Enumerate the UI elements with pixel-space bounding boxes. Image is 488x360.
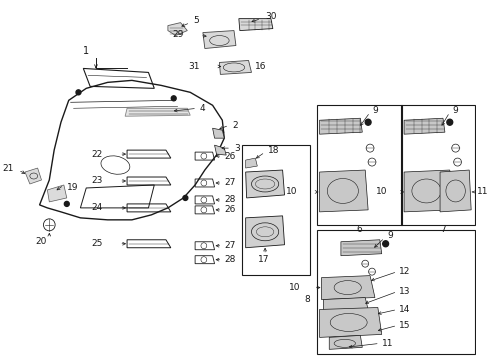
Text: 2: 2 — [232, 121, 237, 130]
Polygon shape — [340, 240, 381, 256]
Polygon shape — [319, 118, 362, 134]
Bar — [400, 105, 474, 225]
Polygon shape — [319, 170, 367, 212]
Text: 18: 18 — [267, 145, 279, 154]
Polygon shape — [319, 307, 381, 337]
Bar — [316, 230, 474, 354]
Text: 31: 31 — [188, 62, 200, 71]
Polygon shape — [25, 168, 41, 184]
Text: 8: 8 — [304, 295, 309, 304]
Circle shape — [64, 201, 69, 206]
Text: 28: 28 — [224, 255, 235, 264]
Text: 5: 5 — [193, 16, 199, 25]
Text: 21: 21 — [2, 163, 14, 172]
Polygon shape — [439, 170, 470, 212]
Circle shape — [446, 119, 452, 125]
Text: 11: 11 — [476, 188, 488, 197]
Text: 10: 10 — [285, 188, 297, 197]
Polygon shape — [125, 108, 190, 116]
Text: 29: 29 — [172, 30, 183, 39]
Text: 20: 20 — [36, 237, 47, 246]
Text: 16: 16 — [255, 62, 266, 71]
Polygon shape — [219, 60, 251, 75]
Polygon shape — [203, 31, 235, 49]
Text: 24: 24 — [91, 203, 102, 212]
Polygon shape — [214, 145, 226, 155]
Polygon shape — [321, 276, 374, 300]
Polygon shape — [167, 23, 187, 36]
Text: 26: 26 — [224, 152, 235, 161]
Text: 4: 4 — [200, 104, 205, 113]
Text: 9: 9 — [452, 106, 458, 115]
Text: 11: 11 — [381, 339, 392, 348]
Polygon shape — [238, 19, 272, 31]
Text: 30: 30 — [264, 12, 276, 21]
Polygon shape — [323, 298, 367, 311]
Polygon shape — [245, 216, 284, 248]
Text: 22: 22 — [91, 150, 102, 159]
Polygon shape — [245, 158, 257, 168]
Bar — [316, 105, 401, 225]
Text: 17: 17 — [258, 255, 269, 264]
Text: 27: 27 — [224, 179, 235, 188]
Circle shape — [183, 195, 187, 201]
Polygon shape — [47, 185, 67, 202]
Text: 25: 25 — [91, 239, 102, 248]
Polygon shape — [403, 170, 452, 212]
Text: 3: 3 — [234, 144, 239, 153]
Text: 13: 13 — [398, 287, 410, 296]
Text: 9: 9 — [387, 231, 392, 240]
Text: 15: 15 — [398, 321, 410, 330]
Text: 14: 14 — [398, 305, 410, 314]
Polygon shape — [212, 128, 224, 138]
Circle shape — [76, 90, 81, 95]
Polygon shape — [245, 170, 284, 198]
Text: 6: 6 — [356, 225, 362, 234]
Text: 10: 10 — [375, 188, 387, 197]
Text: 9: 9 — [371, 106, 377, 115]
Circle shape — [365, 119, 370, 125]
Text: 1: 1 — [83, 45, 89, 55]
Circle shape — [171, 96, 176, 101]
Text: 12: 12 — [398, 267, 410, 276]
Text: 23: 23 — [91, 176, 102, 185]
Polygon shape — [403, 118, 444, 134]
Text: 10: 10 — [288, 283, 300, 292]
Text: 26: 26 — [224, 206, 235, 215]
Polygon shape — [328, 336, 362, 349]
Circle shape — [382, 241, 388, 247]
Text: 28: 28 — [224, 195, 235, 204]
Text: 7: 7 — [439, 225, 445, 234]
Bar — [241, 145, 309, 275]
Text: 27: 27 — [224, 241, 235, 250]
Text: 19: 19 — [67, 184, 78, 193]
